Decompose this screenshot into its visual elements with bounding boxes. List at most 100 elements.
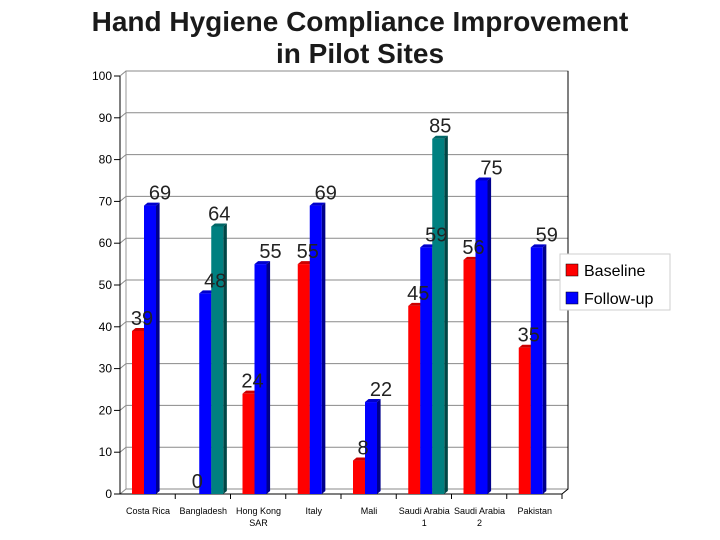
data-label-followup-7: 59 xyxy=(536,224,558,246)
bar-extra-0-side xyxy=(223,223,227,495)
x-tick-label-5-0: Saudi Arabia xyxy=(399,506,450,516)
bar-extra-1-front xyxy=(432,138,445,494)
bar-followup-3-top xyxy=(309,202,326,206)
x-tick-label-1-0: Bangladesh xyxy=(179,506,227,516)
bar-baseline-4-top xyxy=(353,457,369,461)
bar-followup-7-front xyxy=(530,247,543,494)
bar-extra-1 xyxy=(432,135,448,494)
bar-followup-6 xyxy=(475,177,492,494)
y-tick-label-90: 90 xyxy=(99,111,113,125)
chart-title-line-2: in Pilot Sites xyxy=(275,38,445,69)
bar-followup-6-side xyxy=(487,177,492,494)
bar-followup-6-front xyxy=(475,180,488,494)
bar-followup-4-top xyxy=(365,399,381,403)
x-tick-label-4-0: Mali xyxy=(361,506,378,516)
bar-baseline-5-front xyxy=(408,305,421,494)
category-labels: Costa Rica Bangladesh Hong Kong SAR Italy Mal… xyxy=(126,506,552,528)
bar-followup-7 xyxy=(530,244,547,494)
gridline-60 xyxy=(119,237,568,244)
bars xyxy=(132,135,547,495)
data-labels: 39 69 0 48 24 55 55 69 8 22 45 59 56 75 35 59 64 85 xyxy=(131,116,558,493)
gridline-70 xyxy=(119,195,568,202)
bar-baseline-0-top xyxy=(132,327,148,331)
bar-baseline-2-front xyxy=(242,393,255,494)
bar-baseline-5-top xyxy=(408,302,424,306)
x-tick-label-5-1: 1 xyxy=(422,518,427,528)
x-tick-label-6-0: Saudi Arabia xyxy=(454,506,505,516)
data-label-followup-1: 48 xyxy=(204,270,226,292)
bar-followup-3-side xyxy=(321,202,326,494)
y-tick-label-40: 40 xyxy=(99,320,113,334)
bar-followup-0 xyxy=(144,202,160,494)
x-tick-label-3-0: Italy xyxy=(305,506,322,516)
bar-baseline-6-top xyxy=(463,256,480,260)
bar-baseline-0-front xyxy=(132,330,144,494)
bar-followup-0-top xyxy=(144,202,160,206)
bar-baseline-7-front xyxy=(518,347,531,494)
bar-followup-2-front xyxy=(254,264,267,494)
data-label-baseline-4: 8 xyxy=(357,438,368,460)
data-label-baseline-3: 55 xyxy=(297,241,319,263)
bar-followup-1-front xyxy=(199,293,212,494)
bar-extra-0 xyxy=(211,223,227,495)
bar-followup-2 xyxy=(254,261,271,494)
legend-label-1: Follow-up xyxy=(584,291,653,308)
chart-title: Hand Hygiene Compliance Improvement in P… xyxy=(0,6,720,70)
data-label-extra-1: 85 xyxy=(429,116,451,138)
bar-extra-0-front xyxy=(211,226,224,495)
gridline-80 xyxy=(119,154,568,160)
legend-swatch-0 xyxy=(565,263,579,277)
gridline-90 xyxy=(119,112,568,119)
chart-title-line-1: Hand Hygiene Compliance Improvement xyxy=(91,6,629,37)
bar-followup-4-side xyxy=(377,399,381,494)
legend: Baseline Follow-up xyxy=(559,253,671,311)
bar-baseline-7-top xyxy=(518,344,535,348)
data-label-baseline-7: 35 xyxy=(518,325,540,347)
gridline-100 xyxy=(119,70,568,77)
y-tick-label-100: 100 xyxy=(92,69,112,83)
data-label-baseline-1: 0 xyxy=(192,471,203,493)
bar-followup-3 xyxy=(309,202,326,494)
x-axis-depth-line xyxy=(561,71,569,495)
legend-swatch-1 xyxy=(565,291,579,305)
legend-label-0: Baseline xyxy=(584,263,645,280)
data-label-followup-0: 69 xyxy=(149,183,171,205)
bar-baseline-3-front xyxy=(297,264,310,494)
y-tick-label-0: 0 xyxy=(105,487,112,501)
bar-extra-0-top xyxy=(211,223,227,227)
bar-extra-1-side xyxy=(444,135,448,494)
bar-followup-0-front xyxy=(144,205,156,494)
data-label-baseline-5: 45 xyxy=(407,283,429,305)
y-tick-label-50: 50 xyxy=(99,278,113,292)
data-label-baseline-6: 56 xyxy=(462,237,484,259)
bar-baseline-3-top xyxy=(297,261,314,265)
bar-baseline-2-top xyxy=(242,390,259,394)
data-label-followup-6: 75 xyxy=(480,158,502,180)
x-tick-label-2-1: SAR xyxy=(249,518,268,528)
x-tick-label-0-0: Costa Rica xyxy=(126,506,170,516)
bar-followup-5-top xyxy=(420,244,436,248)
y-tick-label-20: 20 xyxy=(99,403,113,417)
bar-followup-3-front xyxy=(309,205,322,494)
gridline-0 xyxy=(119,488,568,495)
bar-followup-2-side xyxy=(266,261,271,494)
y-tick-label-70: 70 xyxy=(99,194,113,208)
data-label-baseline-0: 39 xyxy=(131,308,153,330)
bar-followup-4-front xyxy=(365,402,377,494)
data-label-followup-3: 69 xyxy=(315,183,337,205)
x-tick-label-2-0: Hong Kong xyxy=(236,506,281,516)
y-tick-label-80: 80 xyxy=(99,153,113,167)
y-tick-label-30: 30 xyxy=(99,362,113,376)
bar-followup-4 xyxy=(365,399,381,494)
gridlines xyxy=(119,70,569,495)
data-label-followup-4: 22 xyxy=(370,379,392,401)
y-tick-label-10: 10 xyxy=(99,445,113,459)
x-tick-label-7-0: Pakistan xyxy=(517,506,552,516)
bar-followup-1-top xyxy=(199,290,215,294)
bar-extra-1-top xyxy=(432,135,448,139)
data-label-baseline-2: 24 xyxy=(241,371,263,393)
y-tick-label-60: 60 xyxy=(99,236,113,250)
bar-followup-0-side xyxy=(156,202,160,494)
